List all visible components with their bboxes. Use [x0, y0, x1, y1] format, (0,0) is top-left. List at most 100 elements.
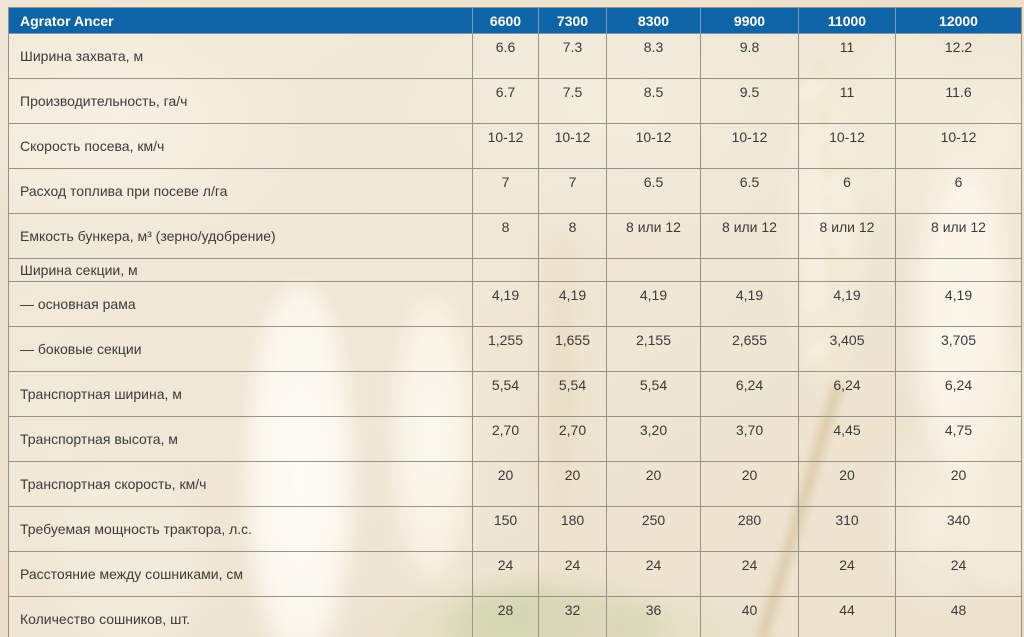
value-cell: 1,255: [472, 326, 539, 372]
value-cell: 3,70: [700, 416, 799, 462]
value-cell: 6.5: [700, 168, 799, 214]
value-cell: 44: [798, 596, 896, 637]
value-cell: 8 или 12: [606, 213, 701, 259]
value-cell: 11: [798, 33, 896, 79]
value-cell: [606, 258, 701, 282]
table-row: Производительность, га/ч 6.7 7.5 8.5 9.5 11 11…: [8, 78, 1022, 124]
table-row: Скорость посева, км/ч 10-12 10-12 10-12 10-1…: [8, 123, 1022, 169]
table-row: Транспортная ширина, м 5,54 5,54 5,54 6,24 6,…: [8, 371, 1022, 417]
model-column-header: 12000: [895, 7, 1022, 34]
model-column-header: 8300: [606, 7, 701, 34]
value-cell: 4,19: [895, 281, 1022, 327]
value-cell: 10-12: [538, 123, 607, 169]
value-cell: 4,19: [606, 281, 701, 327]
value-cell: 10-12: [472, 123, 539, 169]
value-cell: [538, 258, 607, 282]
table-body: Ширина захвата, м 6.6 7.3 8.3 9.8 11 12.2 Произ…: [8, 33, 1022, 637]
value-cell: 5,54: [606, 371, 701, 417]
value-cell: 3,20: [606, 416, 701, 462]
value-cell: 36: [606, 596, 701, 637]
value-cell: 20: [538, 461, 607, 507]
value-cell: 8: [472, 213, 539, 259]
value-cell: [472, 258, 539, 282]
row-label: Расстояние между сошниками, см: [8, 551, 473, 597]
value-cell: 24: [538, 551, 607, 597]
value-cell: 8 или 12: [895, 213, 1022, 259]
value-cell: 7: [538, 168, 607, 214]
value-cell: 6.6: [472, 33, 539, 79]
value-cell: [700, 258, 799, 282]
table-row: Количество сошников, шт. 28 32 36 40 44 48: [8, 596, 1022, 637]
value-cell: 2,155: [606, 326, 701, 372]
value-cell: 5,54: [538, 371, 607, 417]
model-column-header: 9900: [700, 7, 799, 34]
table-row: — боковые секции 1,255 1,655 2,155 2,655 3,40…: [8, 326, 1022, 372]
value-cell: 12.2: [895, 33, 1022, 79]
value-cell: 280: [700, 506, 799, 552]
value-cell: 20: [606, 461, 701, 507]
value-cell: 5,54: [472, 371, 539, 417]
value-cell: 20: [895, 461, 1022, 507]
model-column-header: 7300: [538, 7, 607, 34]
value-cell: 6,24: [700, 371, 799, 417]
value-cell: 4,19: [538, 281, 607, 327]
model-column-header: 6600: [472, 7, 539, 34]
row-label: — основная рама: [8, 281, 473, 327]
value-cell: 8.3: [606, 33, 701, 79]
value-cell: 20: [472, 461, 539, 507]
row-label: Количество сошников, шт.: [8, 596, 473, 637]
value-cell: 340: [895, 506, 1022, 552]
value-cell: 180: [538, 506, 607, 552]
table-row: Емкость бункера, м³ (зерно/удобрение) 8 8 8…: [8, 213, 1022, 259]
row-label: Транспортная скорость, км/ч: [8, 461, 473, 507]
value-cell: 150: [472, 506, 539, 552]
row-label: Расход топлива при посеве л/га: [8, 168, 473, 214]
value-cell: 7: [472, 168, 539, 214]
value-cell: 9.5: [700, 78, 799, 124]
value-cell: 1,655: [538, 326, 607, 372]
value-cell: 4,19: [798, 281, 896, 327]
value-cell: 4,75: [895, 416, 1022, 462]
value-cell: 11: [798, 78, 896, 124]
value-cell: 2,70: [472, 416, 539, 462]
table-row: Ширина секции, м: [8, 258, 1022, 282]
value-cell: 6.5: [606, 168, 701, 214]
value-cell: 4,19: [700, 281, 799, 327]
value-cell: 24: [798, 551, 896, 597]
value-cell: 24: [606, 551, 701, 597]
row-label: Ширина секции, м: [8, 258, 473, 282]
value-cell: 6: [895, 168, 1022, 214]
table-row: Расход топлива при посеве л/га 7 7 6.5 6.5 6 6: [8, 168, 1022, 214]
value-cell: 250: [606, 506, 701, 552]
value-cell: 20: [700, 461, 799, 507]
value-cell: 10-12: [700, 123, 799, 169]
value-cell: 8 или 12: [798, 213, 896, 259]
row-label: Транспортная высота, м: [8, 416, 473, 462]
value-cell: 40: [700, 596, 799, 637]
value-cell: 4,45: [798, 416, 896, 462]
table-row: Транспортная скорость, км/ч 20 20 20 20 20 20: [8, 461, 1022, 507]
row-label: — боковые секции: [8, 326, 473, 372]
value-cell: 2,655: [700, 326, 799, 372]
value-cell: 48: [895, 596, 1022, 637]
value-cell: 20: [798, 461, 896, 507]
table-row: Транспортная высота, м 2,70 2,70 3,20 3,70 4,…: [8, 416, 1022, 462]
table-title: Agrator Ancer: [8, 7, 473, 34]
value-cell: 10-12: [895, 123, 1022, 169]
row-label: Требуемая мощность трактора, л.с.: [8, 506, 473, 552]
value-cell: 7.3: [538, 33, 607, 79]
table-row: — основная рама 4,19 4,19 4,19 4,19 4,19 4,19: [8, 281, 1022, 327]
table-row: Требуемая мощность трактора, л.с. 150 180 2…: [8, 506, 1022, 552]
value-cell: 3,705: [895, 326, 1022, 372]
value-cell: [798, 258, 896, 282]
value-cell: 310: [798, 506, 896, 552]
row-label: Скорость посева, км/ч: [8, 123, 473, 169]
model-column-header: 11000: [798, 7, 896, 34]
value-cell: 10-12: [606, 123, 701, 169]
value-cell: [895, 258, 1022, 282]
value-cell: 6: [798, 168, 896, 214]
row-label: Транспортная ширина, м: [8, 371, 473, 417]
value-cell: 7.5: [538, 78, 607, 124]
value-cell: 6.7: [472, 78, 539, 124]
